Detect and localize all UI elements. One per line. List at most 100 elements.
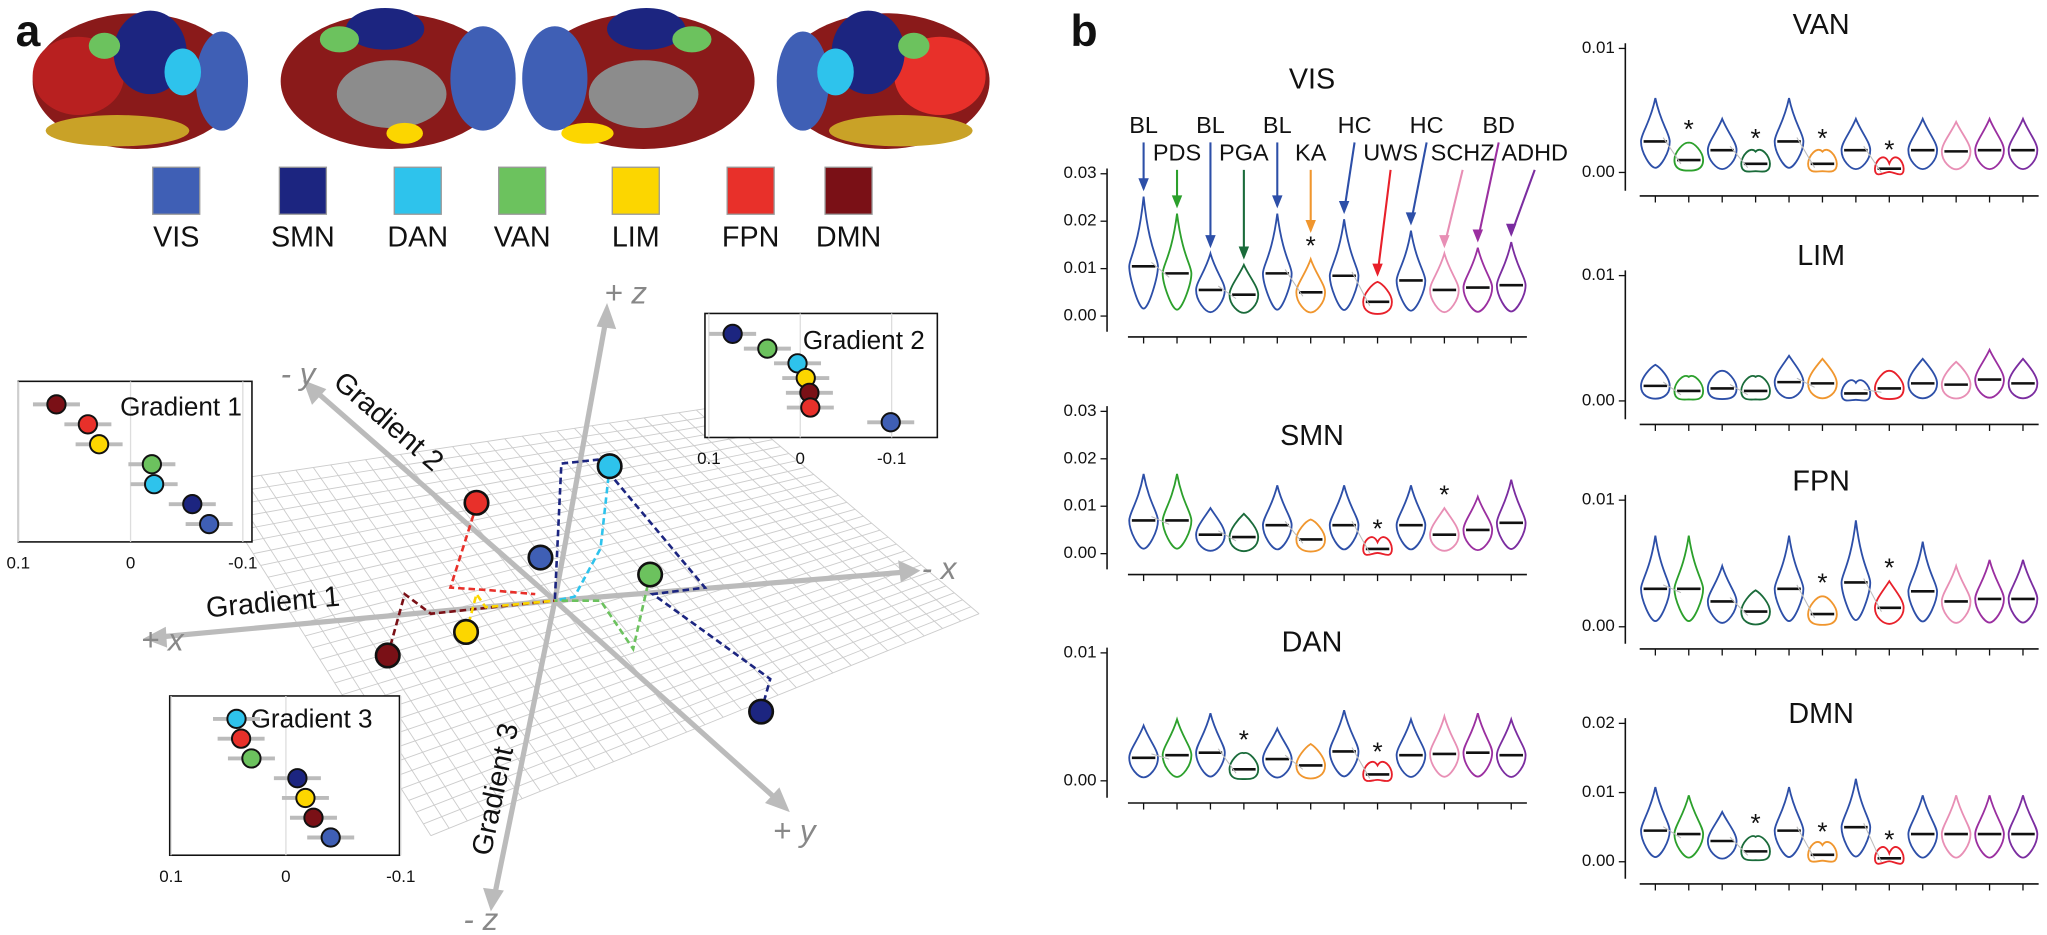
violin	[1462, 493, 1494, 552]
arrow-head	[1372, 263, 1383, 277]
plane-grid	[713, 407, 962, 622]
legend-label: FPN	[722, 222, 779, 254]
violin	[1907, 795, 1938, 859]
plane-grid	[695, 409, 943, 629]
dot	[226, 708, 247, 730]
violin	[1640, 535, 1671, 622]
dot	[880, 412, 901, 433]
pair-lines	[1284, 269, 1304, 297]
violin	[1495, 716, 1527, 778]
x-tick-label: 0	[796, 449, 805, 468]
axis-name: Gradient 2	[327, 366, 449, 478]
group-label: PGA	[1219, 139, 1269, 165]
y-tick-label: 0.01	[1582, 38, 1615, 57]
pair-lines	[1151, 516, 1170, 525]
brain	[776, 10, 990, 149]
y-tick-label: 0.01	[1582, 490, 1615, 509]
violin	[1706, 116, 1738, 171]
violin	[1195, 713, 1226, 778]
violin	[1429, 712, 1460, 778]
violin	[1840, 116, 1872, 171]
violin	[1328, 485, 1360, 551]
violin	[1907, 541, 1938, 623]
violin	[1395, 716, 1427, 778]
significance: *	[1884, 135, 1894, 165]
violin	[1362, 280, 1393, 315]
violin	[1874, 579, 1905, 625]
significance: *	[1684, 114, 1694, 144]
plane-grid	[371, 557, 914, 743]
significance: *	[1306, 230, 1316, 260]
group-label: BL	[1196, 112, 1225, 138]
group-label: UWS	[1363, 139, 1418, 165]
violin	[1974, 559, 2005, 624]
group-label: KA	[1295, 139, 1327, 165]
significance: *	[1439, 479, 1449, 509]
axis-label: + x	[141, 623, 185, 658]
violin	[1495, 479, 1527, 550]
pair-lines	[1863, 145, 1882, 173]
dot	[295, 787, 316, 809]
plane-grid	[661, 414, 907, 644]
violin	[1328, 709, 1360, 778]
violin	[1807, 357, 1838, 400]
axis-name: Gradient 1	[205, 581, 341, 625]
y-tick-label: 0.00	[1582, 616, 1615, 635]
violin	[1362, 760, 1393, 782]
legend-swatch	[726, 166, 775, 215]
panel-title: VIS	[1289, 64, 1335, 96]
violin	[1429, 506, 1460, 552]
group-label: SCHZ	[1431, 139, 1495, 165]
axis-label: - z	[463, 902, 498, 935]
legend-label: VAN	[494, 222, 551, 254]
group-arrow	[1476, 142, 1500, 241]
violin	[1295, 518, 1326, 553]
inset-title: Gradient 1	[120, 392, 242, 422]
significance: *	[1884, 825, 1894, 855]
group-label: PDS	[1153, 139, 1201, 165]
violin	[1807, 595, 1838, 626]
pair-lines	[1217, 748, 1237, 774]
x-tick-label: -0.1	[228, 554, 257, 573]
violin	[1161, 213, 1193, 311]
violin	[1462, 713, 1494, 778]
axis-label: - y	[281, 356, 318, 391]
violin	[1706, 369, 1738, 400]
inset-title: Gradient 2	[803, 325, 925, 355]
arrow-head	[1138, 178, 1149, 192]
arrow-head	[1272, 195, 1283, 209]
violin	[1295, 256, 1326, 314]
pair-lines	[1351, 747, 1371, 779]
x-tick-label: 0	[281, 867, 290, 886]
plane-grid	[415, 599, 963, 813]
panel-title: SMN	[1280, 420, 1344, 452]
violin	[1640, 786, 1671, 858]
group-label: BL	[1263, 112, 1292, 138]
dot	[241, 748, 262, 769]
y-tick-label: 0.00	[1582, 162, 1615, 181]
plane-grid	[678, 412, 925, 637]
pair-lines	[1729, 836, 1749, 856]
significance: *	[1817, 568, 1827, 598]
violin	[1640, 97, 1671, 169]
arrow-head	[1472, 229, 1484, 243]
violin	[1974, 347, 2005, 399]
dot	[182, 494, 203, 515]
y-tick-label: 0.02	[1064, 448, 1097, 467]
dot	[77, 414, 99, 435]
violin	[1195, 250, 1226, 314]
plane-grid	[430, 613, 980, 837]
pair-lines	[1662, 137, 1682, 165]
x-tick-label: 0.1	[697, 449, 721, 468]
violin	[1940, 119, 1972, 171]
axis-label: - x	[922, 551, 958, 586]
y-tick-label: 0.00	[1582, 851, 1615, 870]
arrow-head	[1338, 201, 1350, 215]
pair-lines	[1662, 826, 1682, 839]
y-tick-label: 0.01	[1582, 782, 1615, 801]
significance: *	[1751, 123, 1761, 153]
significance: *	[1372, 737, 1382, 767]
violin	[1495, 241, 1527, 313]
pair-lines	[1217, 285, 1237, 300]
y-tick-label: 0.03	[1064, 401, 1097, 420]
